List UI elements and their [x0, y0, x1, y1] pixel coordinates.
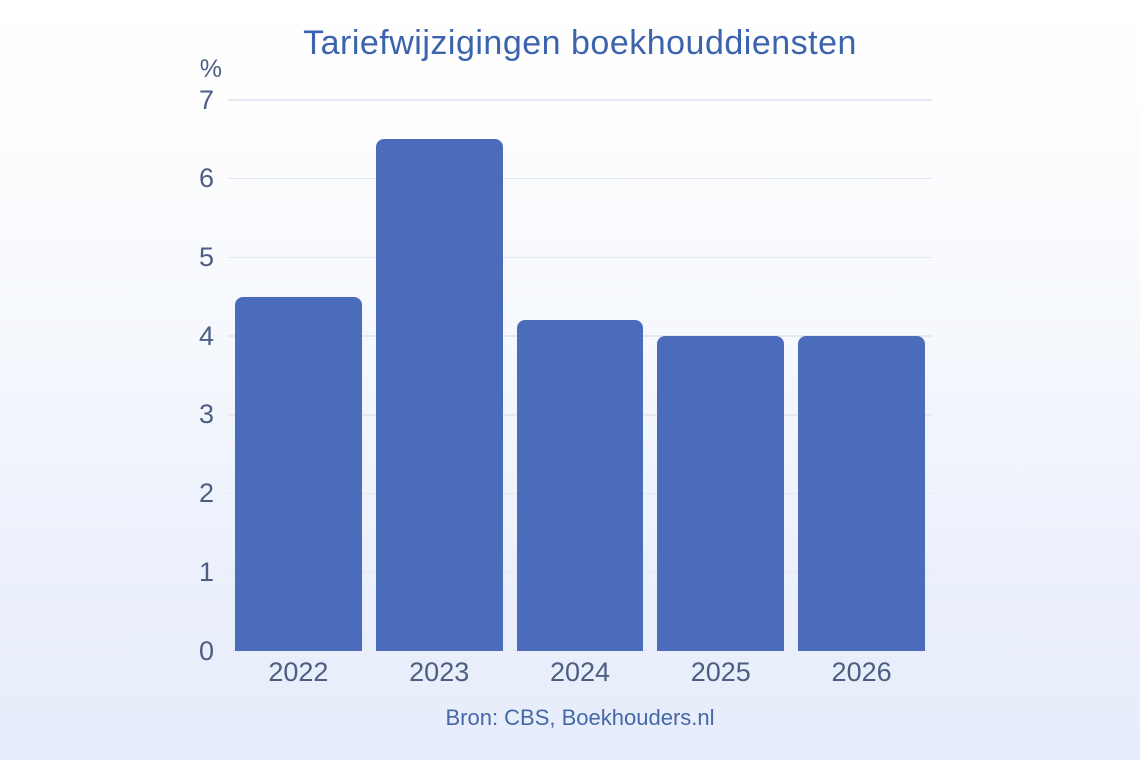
x-tick-label-2023: 2023 — [409, 657, 470, 687]
gridline-y7 — [228, 99, 932, 101]
x-tick-label-2026: 2026 — [831, 657, 892, 687]
bar-2024 — [516, 320, 644, 651]
bar-2026 — [798, 336, 925, 651]
plot-area: 0 1 2 3 4 5 6 7 2022 2023 2024 2025 2026 — [199, 86, 932, 686]
gridline-y5 — [228, 256, 932, 259]
y-tick-label-3: 3 — [198, 399, 214, 430]
y-tick-label-2: 2 — [198, 478, 214, 509]
bar-2025 — [657, 336, 785, 651]
y-tick-label-4: 4 — [198, 320, 214, 351]
y-tick-label-1: 1 — [198, 556, 214, 587]
gridline-y6 — [228, 177, 932, 180]
y-tick-label-5: 5 — [198, 241, 214, 272]
y-axis-unit-label: % — [199, 55, 222, 83]
y-tick-label-7: 7 — [198, 84, 214, 115]
y-tick-label-6: 6 — [198, 163, 214, 194]
chart-title: Tariefwijzigingen boekhouddiensten — [303, 24, 857, 62]
source-caption: Bron: CBS, Boekhouders.nl — [445, 705, 715, 730]
y-tick-label-0: 0 — [198, 635, 214, 666]
x-tick-label-2022: 2022 — [268, 657, 329, 687]
bar-2022 — [235, 296, 362, 651]
bar-2023 — [375, 139, 503, 651]
x-tick-label-2024: 2024 — [549, 657, 611, 687]
x-tick-label-2025: 2025 — [690, 657, 751, 687]
